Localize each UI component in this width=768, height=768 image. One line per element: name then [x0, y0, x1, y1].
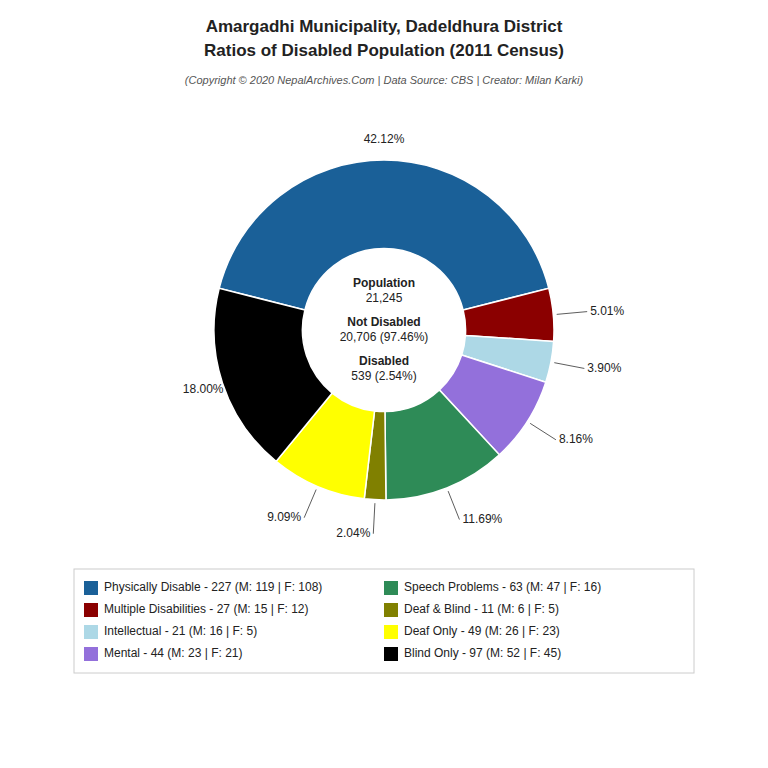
legend-item: Speech Problems - 63 (M: 47 | F: 16) — [384, 580, 601, 595]
legend-label: Intellectual - 21 (M: 16 | F: 5) — [104, 624, 257, 638]
title: Amargadhi Municipality, Dadeldhura Distr… — [206, 17, 563, 36]
leader-line — [557, 312, 587, 315]
subtitle: (Copyright © 2020 NepalArchives.Com | Da… — [185, 74, 584, 86]
annotation: Not Disabled — [347, 315, 420, 329]
legend-swatch — [384, 647, 398, 661]
legend-swatch — [384, 603, 398, 617]
data-label: 2.04% — [336, 526, 370, 540]
legend-item: Blind Only - 97 (M: 52 | F: 45) — [384, 646, 561, 661]
pie-group — [214, 160, 554, 500]
legend-label: Blind Only - 97 (M: 52 | F: 45) — [404, 646, 561, 660]
legend-label: Mental - 44 (M: 23 | F: 21) — [104, 646, 243, 660]
legend-frame — [74, 569, 694, 673]
data-label: 11.69% — [462, 512, 502, 526]
legend-item: Deaf Only - 49 (M: 26 | F: 23) — [384, 624, 560, 639]
data-label: 8.16% — [559, 432, 593, 446]
leader-line — [304, 490, 316, 518]
slice — [385, 390, 499, 500]
data-labels: 42.12% 5.01% 3.90% 8.16% 11.69% 2.04% 9.09% 18.… — [183, 132, 625, 540]
title: Ratios of Disabled Population (2011 Cens… — [204, 41, 564, 60]
legend-label: Speech Problems - 63 (M: 47 | F: 16) — [404, 580, 601, 594]
leader-line — [530, 423, 556, 439]
legend-swatch — [84, 647, 98, 661]
annotation: 539 (2.54%) — [351, 369, 416, 383]
legend-item: Mental - 44 (M: 23 | F: 21) — [84, 646, 243, 661]
leader-line — [554, 363, 584, 369]
data-label: 5.01% — [590, 304, 624, 318]
legend-label: Deaf Only - 49 (M: 26 | F: 23) — [404, 624, 560, 638]
chart-svg: Amargadhi Municipality, Dadeldhura Distr… — [0, 0, 768, 768]
legend-item: Physically Disable - 227 (M: 119 | F: 10… — [84, 580, 322, 595]
leader-line — [448, 491, 459, 519]
slice — [219, 160, 549, 310]
center-annotations: Population21,245 Not Disabled20,706 (97.4… — [340, 276, 429, 383]
annotation: Disabled — [359, 354, 409, 368]
annotation: 21,245 — [366, 291, 403, 305]
legend-swatch — [384, 581, 398, 595]
legend-item: Deaf & Blind - 11 (M: 6 | F: 5) — [384, 602, 559, 617]
data-label: 42.12% — [364, 132, 405, 146]
legend-swatch — [384, 625, 398, 639]
data-label: 9.09% — [267, 510, 301, 524]
slice — [214, 288, 332, 461]
legend-label: Deaf & Blind - 11 (M: 6 | F: 5) — [404, 602, 559, 616]
data-label: 3.90% — [587, 361, 621, 375]
legend-label: Physically Disable - 227 (M: 119 | F: 10… — [104, 580, 322, 594]
legend-swatch — [84, 625, 98, 639]
annotation: Population — [353, 276, 415, 290]
annotation: 20,706 (97.46%) — [340, 330, 429, 344]
legend-item: Multiple Disabilities - 27 (M: 15 | F: 1… — [84, 602, 309, 617]
legend-swatch — [84, 581, 98, 595]
data-label: 18.00% — [183, 382, 224, 396]
legend: Physically Disable - 227 (M: 119 | F: 10… — [74, 569, 694, 673]
legend-swatch — [84, 603, 98, 617]
legend-item: Intellectual - 21 (M: 16 | F: 5) — [84, 624, 257, 639]
slice — [463, 288, 554, 341]
leader-line — [373, 503, 375, 534]
legend-label: Multiple Disabilities - 27 (M: 15 | F: 1… — [104, 602, 309, 616]
